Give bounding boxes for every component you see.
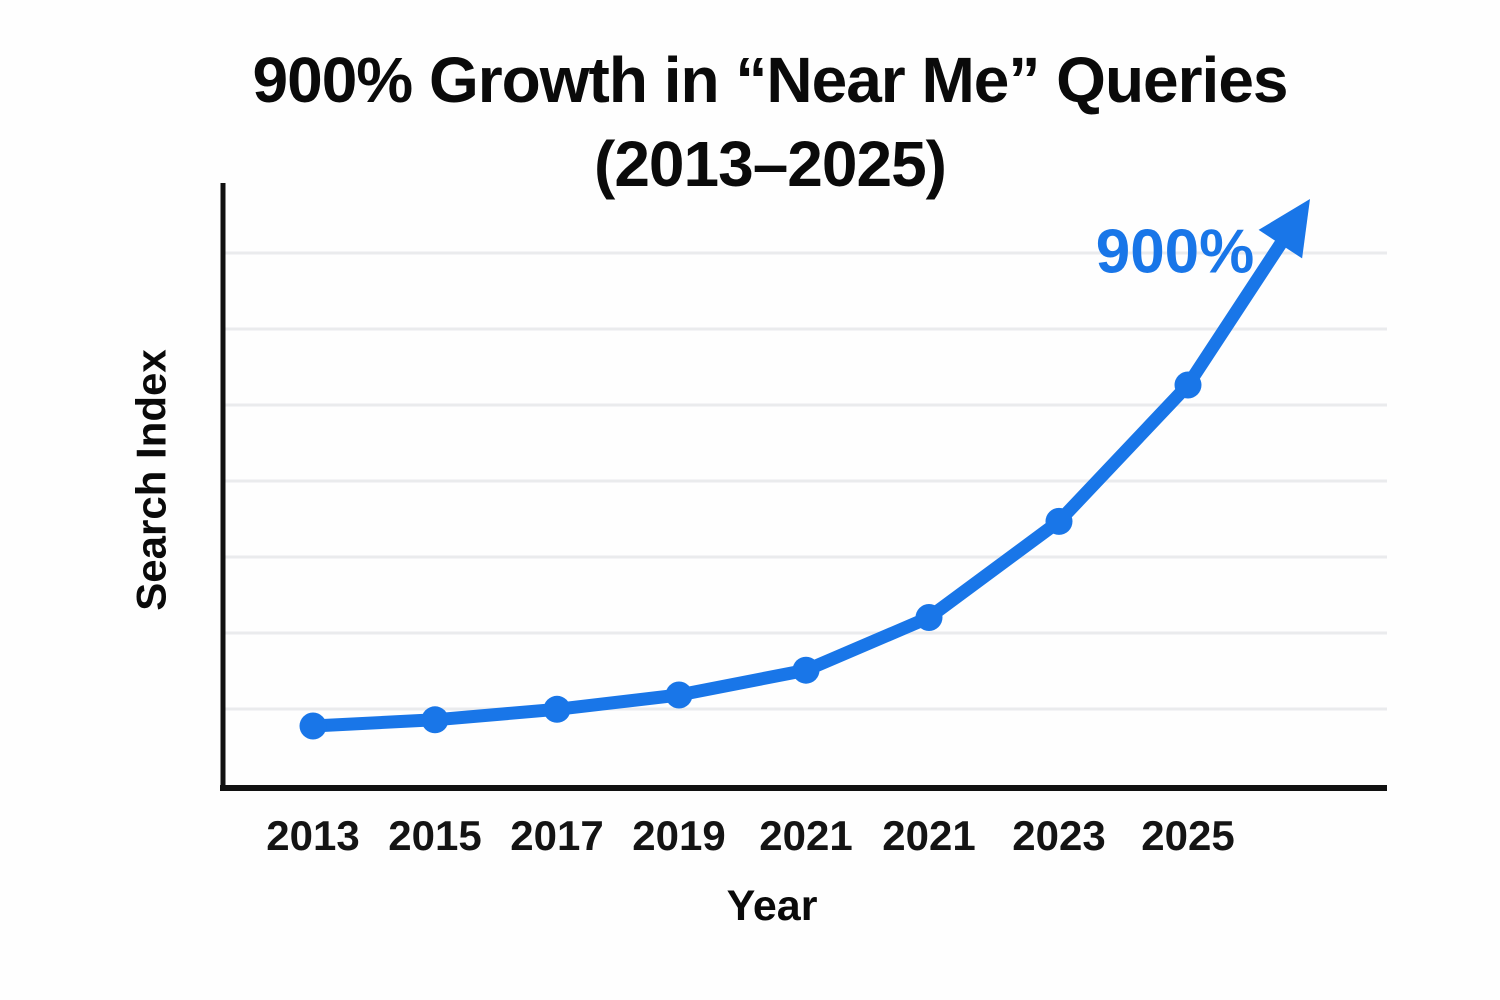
chart-title-line1: 900% Growth in “Near Me” Queries — [252, 44, 1289, 116]
x-tick-label: 2015 — [388, 812, 482, 859]
x-tick-labels: 2013 2015 2017 2019 2021 2021 2023 2025 — [0, 812, 1500, 862]
data-point-marker — [792, 656, 820, 684]
x-tick-label: 2021 — [882, 812, 976, 859]
data-point-marker — [299, 712, 327, 740]
data-point-marker — [915, 604, 943, 631]
data-point-marker — [543, 695, 571, 723]
x-tick-label: 2013 — [266, 812, 360, 859]
data-point-marker — [421, 706, 449, 734]
y-axis-title: Search Index — [112, 330, 192, 630]
y-axis-title-label: Search Index — [128, 349, 175, 611]
x-tick-label: 2019 — [632, 812, 726, 859]
x-axis-title: Year — [726, 882, 818, 930]
data-series-line — [306, 378, 1195, 733]
data-point-marker — [1174, 371, 1202, 399]
growth-annotation: 900% — [1095, 217, 1255, 287]
x-tick-label: 2017 — [510, 812, 604, 859]
x-tick-label: 2021 — [759, 812, 853, 859]
chart-title-line2: (2013–2025) — [594, 128, 947, 200]
data-point-marker — [665, 681, 693, 709]
data-point-marker — [1045, 507, 1073, 535]
x-tick-label: 2023 — [1012, 812, 1106, 859]
chart-title: 900% Growth in “Near Me” Queries (2013–2… — [40, 38, 1500, 206]
trend-arrow-shaft — [1181, 231, 1292, 392]
x-tick-label: 2025 — [1141, 812, 1235, 859]
trend-arrow-head — [1258, 199, 1310, 259]
